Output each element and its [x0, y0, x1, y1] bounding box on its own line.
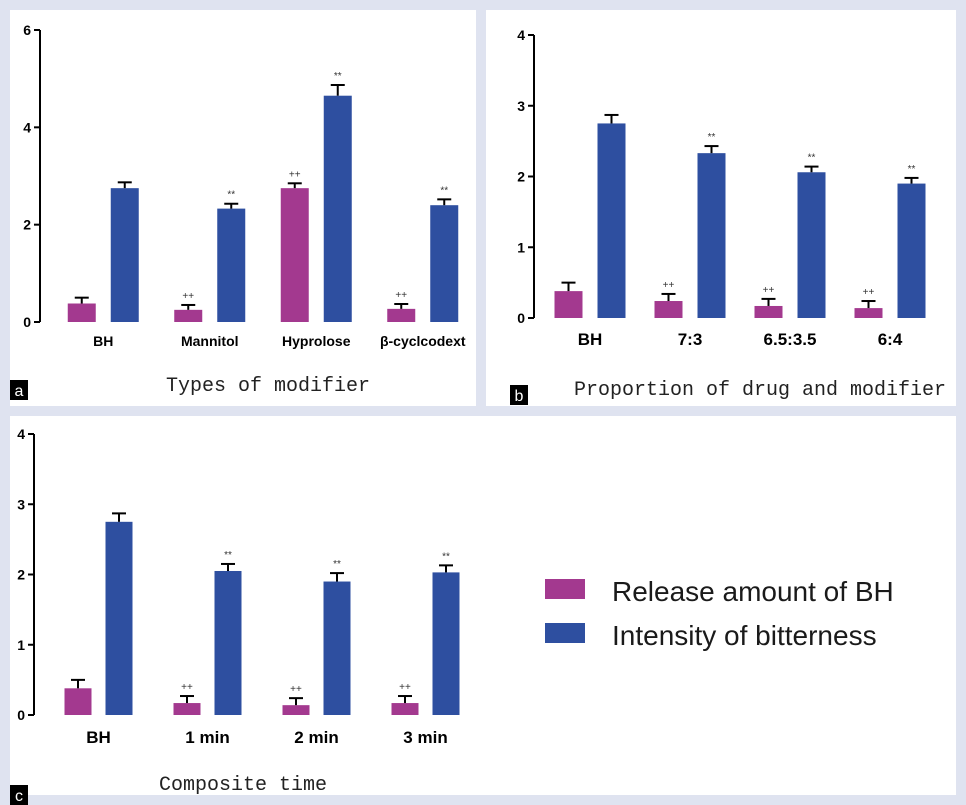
- legend-label-release: Release amount of BH: [612, 576, 894, 607]
- panel-c-x-tick-label: 1 min: [185, 728, 229, 747]
- panel-b-bar-release: [654, 301, 683, 318]
- panel-b-y-tick-label: 1: [517, 239, 525, 255]
- panel-b-significance-marker: ++: [663, 280, 675, 291]
- panel-c-significance-marker: **: [224, 550, 232, 561]
- panel-c-letter-text: c: [15, 788, 23, 805]
- panel-a-significance-marker: ++: [182, 291, 194, 302]
- panel-c-y-tick-label: 4: [17, 426, 25, 442]
- panel-a-x-tick-label: Mannitol: [181, 333, 239, 349]
- panel-a-bar-release: [67, 303, 96, 322]
- panel-a-background: [10, 10, 476, 406]
- panel-c-x-tick-label: BH: [86, 728, 111, 747]
- panel-a-bar-intensity: [430, 205, 459, 322]
- panel-a-x-tick-label: Hyprolose: [282, 333, 351, 349]
- panel-b-caption: Proportion of drug and modifier: [574, 379, 946, 402]
- panel-b-x-tick-label: BH: [578, 330, 603, 349]
- legend-label-intensity: Intensity of bitterness: [612, 620, 877, 651]
- panel-c-caption: Composite time: [159, 774, 327, 797]
- panel-a-significance-marker: **: [227, 190, 235, 201]
- panel-b-bar-intensity: [897, 183, 926, 318]
- panel-c-bar-intensity: [432, 572, 460, 715]
- panel-b-x-tick-label: 6:4: [878, 330, 903, 349]
- panel-c-significance-marker: **: [333, 559, 341, 570]
- panel-a-bar-release: [174, 309, 203, 322]
- panel-a-bar-intensity: [323, 95, 352, 322]
- panel-b-letter-text: b: [515, 388, 524, 405]
- panel-b-letter: b: [510, 385, 528, 405]
- panel-c-significance-marker: ++: [181, 682, 193, 693]
- panel-a-y-tick-label: 2: [23, 217, 31, 233]
- panel-a-y-tick-label: 4: [23, 119, 31, 135]
- panel-a-bar-release: [280, 188, 309, 322]
- panel-a-bar-intensity: [110, 188, 139, 322]
- panel-c-letter: c: [10, 785, 28, 805]
- panel-b-y-tick-label: 4: [517, 27, 525, 43]
- panel-a-significance-marker: ++: [289, 169, 301, 180]
- panel-b-bar-release: [854, 308, 883, 318]
- panel-b-bar-intensity: [697, 153, 726, 318]
- panel-c-background: [10, 416, 956, 795]
- panel-a-x-tick-label: β-cyclcodext: [380, 333, 466, 349]
- panel-b-significance-marker: ++: [863, 287, 875, 298]
- panel-b-bar-release: [554, 291, 583, 318]
- panel-b-bar-release: [754, 305, 783, 318]
- panel-c-significance-marker: ++: [290, 684, 302, 695]
- panel-b-y-tick-label: 3: [517, 98, 525, 114]
- panel-b-y-tick-label: 2: [517, 169, 525, 185]
- panel-c-bar-release: [282, 705, 310, 715]
- panel-b-bar-intensity: [797, 172, 826, 318]
- panel-a-significance-marker: ++: [395, 290, 407, 301]
- panel-b-bar-intensity: [597, 123, 626, 318]
- panel-a-x-tick-label: BH: [93, 333, 113, 349]
- panel-c-y-tick-label: 1: [17, 637, 25, 653]
- panel-b-x-tick-label: 6.5:3.5: [764, 330, 817, 349]
- panel-a-caption: Types of modifier: [166, 375, 370, 398]
- panel-a-y-tick-label: 6: [23, 22, 31, 38]
- panel-a-significance-marker: **: [334, 71, 342, 82]
- panel-c-bar-intensity: [105, 521, 133, 715]
- panel-a-y-tick-label: 0: [23, 314, 31, 330]
- panel-c-significance-marker: **: [442, 551, 450, 562]
- panel-b-significance-marker: **: [908, 164, 916, 175]
- panel-b-x-tick-label: 7:3: [678, 330, 703, 349]
- legend: Release amount of BH Intensity of bitter…: [545, 576, 894, 651]
- panel-c-x-tick-label: 3 min: [403, 728, 447, 747]
- panel-b-significance-marker: ++: [763, 285, 775, 296]
- panel-b-y-tick-label: 0: [517, 310, 525, 326]
- panel-c-y-tick-label: 3: [17, 496, 25, 512]
- panel-c-y-tick-label: 2: [17, 567, 25, 583]
- legend-swatch-intensity: [545, 623, 585, 643]
- panel-a-bar-release: [387, 308, 416, 322]
- panel-c-y-tick-label: 0: [17, 707, 25, 723]
- panel-b-significance-marker: **: [708, 132, 716, 143]
- panel-c-bar-intensity: [214, 570, 242, 715]
- panel-a-letter: a: [10, 380, 28, 400]
- panel-c-bar-intensity: [323, 581, 351, 715]
- chart-panel-c: 0 1 2 3 4 BH ++ ** 1 min ++ ** 2 min ++ ** 3 min: [17, 426, 460, 747]
- panel-c-bar-release: [173, 703, 201, 715]
- panel-c-bar-release: [391, 703, 419, 715]
- panel-a-significance-marker: **: [440, 185, 448, 196]
- panel-c-significance-marker: ++: [399, 682, 411, 693]
- chart-panel-b: 0 1 2 3 4 BH ++ ** 7:3 ++ ** 6.5:3.5 ++ ** 6:4: [517, 27, 926, 349]
- panel-a-letter-text: a: [15, 383, 24, 400]
- chart-panel-a: 0 2 4 6 BH ++ ** Mannitol ++ ** Hyprolose ++ ** β-cyc…: [23, 22, 466, 349]
- panel-a-bar-intensity: [217, 208, 246, 322]
- panel-c-bar-release: [64, 688, 92, 715]
- panel-c-x-tick-label: 2 min: [294, 728, 338, 747]
- legend-swatch-release: [545, 579, 585, 599]
- panel-b-significance-marker: **: [808, 153, 816, 164]
